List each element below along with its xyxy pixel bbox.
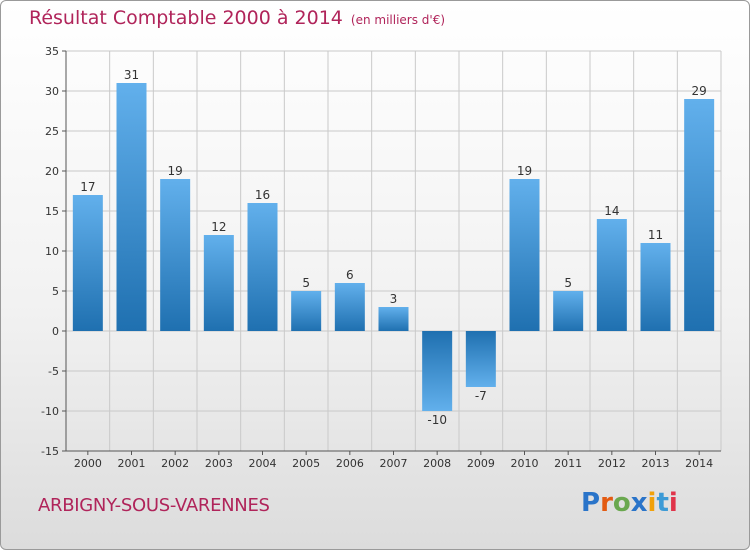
data-label-2005: 5 [302, 276, 310, 290]
data-label-2010: 19 [517, 164, 532, 178]
bar-2007 [378, 307, 409, 331]
x-tick-label: 2012 [598, 457, 626, 470]
x-tick-label: 2007 [380, 457, 408, 470]
data-label-2014: 29 [692, 84, 707, 98]
x-tick-label: 2001 [118, 457, 146, 470]
y-tick-label: -5 [48, 365, 59, 378]
x-tick-label: 2005 [292, 457, 320, 470]
y-tick-label: -15 [41, 445, 59, 458]
bar-2003 [203, 235, 234, 331]
logo-letter: i [668, 488, 678, 518]
y-tick-label: 35 [45, 45, 59, 58]
bar-2010 [509, 179, 540, 331]
logo-letter: x [630, 488, 648, 518]
x-tick-label: 2011 [554, 457, 582, 470]
bar-2001 [116, 83, 147, 331]
data-label-2004: 16 [255, 188, 270, 202]
y-tick-label: 10 [45, 245, 59, 258]
bar-2014 [684, 99, 715, 331]
x-tick-label: 2006 [336, 457, 364, 470]
x-tick-label: 2002 [161, 457, 189, 470]
logo-letter: i [647, 488, 657, 518]
y-tick-label: -10 [41, 405, 59, 418]
labels: -15-10-505101520253035172000312001192002… [41, 45, 713, 470]
logo-letter: o [612, 488, 631, 518]
x-tick-label: 2000 [74, 457, 102, 470]
bar-2013 [640, 243, 671, 331]
bar-2006 [334, 283, 365, 331]
bar-2000 [72, 195, 103, 331]
bar-2002 [160, 179, 191, 331]
y-tick-label: 20 [45, 165, 59, 178]
bar-2008 [422, 331, 453, 411]
y-tick-label: 30 [45, 85, 59, 98]
data-label-2002: 19 [168, 164, 183, 178]
data-label-2008: -10 [427, 413, 447, 427]
proxiti-logo[interactable]: Proxiti [581, 488, 678, 518]
data-label-2012: 14 [604, 204, 619, 218]
chart-title-unit: (en milliers d'€) [350, 13, 446, 27]
x-tick-label: 2004 [249, 457, 277, 470]
bar-2005 [291, 291, 322, 331]
bar-2011 [553, 291, 584, 331]
logo-letter: t [656, 488, 669, 518]
grid-lines [65, 50, 722, 452]
data-label-2003: 12 [211, 220, 226, 234]
y-tick-label: 15 [45, 205, 59, 218]
bar-2004 [247, 203, 278, 331]
data-label-2013: 11 [648, 228, 663, 242]
x-tick-label: 2008 [423, 457, 451, 470]
data-label-2009: -7 [475, 389, 487, 403]
data-label-2000: 17 [80, 180, 95, 194]
x-tick-label: 2013 [642, 457, 670, 470]
logo-letter: r [600, 488, 613, 518]
bar-2009 [465, 331, 496, 387]
x-tick-label: 2014 [685, 457, 713, 470]
data-label-2011: 5 [564, 276, 572, 290]
chart-title-text: Résultat Comptable 2000 à 2014 [29, 7, 343, 29]
logo-letter: P [581, 488, 601, 518]
location-name: ARBIGNY-SOUS-VARENNES [38, 495, 270, 516]
data-label-2006: 6 [346, 268, 354, 282]
x-tick-label: 2003 [205, 457, 233, 470]
bars [72, 83, 715, 411]
y-tick-label: 5 [52, 285, 59, 298]
data-label-2007: 3 [390, 292, 398, 306]
y-tick-label: 0 [52, 325, 59, 338]
data-label-2001: 31 [124, 68, 139, 82]
y-tick-label: 25 [45, 125, 59, 138]
x-tick-label: 2010 [511, 457, 539, 470]
chart-title: Résultat Comptable 2000 à 2014 (en millie… [29, 7, 445, 29]
bar-2012 [596, 219, 627, 331]
x-tick-label: 2009 [467, 457, 495, 470]
axes [62, 50, 721, 455]
